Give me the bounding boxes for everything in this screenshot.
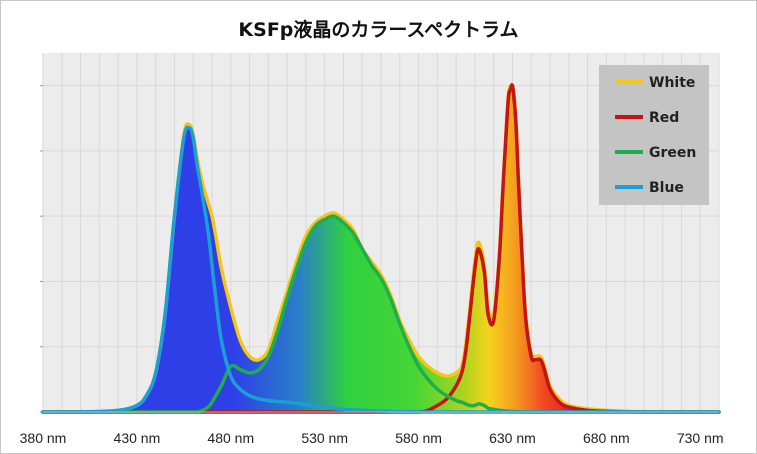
x-tick-label: 430 nm <box>114 430 161 446</box>
legend-label-red: Red <box>649 110 679 126</box>
x-tick-label: 580 nm <box>395 430 442 446</box>
x-tick-label: 480 nm <box>207 430 254 446</box>
spectrum-fill <box>43 84 719 412</box>
x-tick-label: 730 nm <box>677 430 724 446</box>
x-tick-label: 380 nm <box>20 430 67 446</box>
legend-label-green: Green <box>649 145 696 161</box>
legend: White Red Green Blue <box>599 65 709 205</box>
legend-box <box>599 65 709 205</box>
legend-label-blue: Blue <box>649 180 684 196</box>
x-tick-labels: 380 nm 430 nm 480 nm 530 nm 580 nm 630 nm 680 … <box>20 430 724 446</box>
chart-title: KSFp液晶のカラースペクトラム <box>238 19 519 41</box>
x-tick-label: 530 nm <box>301 430 348 446</box>
x-tick-label: 680 nm <box>583 430 630 446</box>
legend-label-white: White <box>649 75 695 91</box>
x-tick-label: 630 nm <box>489 430 536 446</box>
